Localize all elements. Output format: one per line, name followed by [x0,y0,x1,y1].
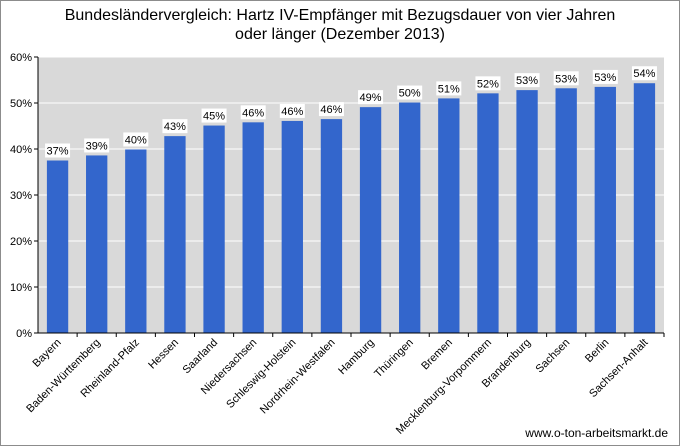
data-label-bg [436,81,462,96]
bar [203,125,225,333]
data-label: 49% [360,92,382,104]
data-label-bg [123,132,149,147]
data-label: 43% [164,121,186,133]
data-label-bg [84,138,110,153]
bar [320,119,343,333]
category-label: Bayern [31,337,64,370]
category-label: Nordrhein-Westfalen [258,337,338,417]
data-label: 37% [47,146,69,158]
data-label: 40% [125,134,147,146]
category-label: Hessen [146,337,181,372]
data-label: 46% [281,106,303,118]
data-label: 52% [477,78,499,90]
data-label-bg [45,143,71,158]
data-label-bg [358,90,384,105]
y-tick-label: 0% [16,328,32,340]
data-label-bg [397,85,423,100]
bar [242,122,264,333]
y-tick-label: 20% [10,236,32,248]
bar [46,160,69,333]
bar [359,107,382,333]
data-label-bg [162,119,188,134]
bar [164,136,186,333]
data-label-bg [201,108,227,123]
source-credit: www.o-ton-arbeitsmarkt.de [525,426,668,440]
category-label: Hamburg [336,337,376,377]
data-label: 53% [594,72,616,84]
bar [86,155,108,333]
bar [477,93,499,333]
data-label: 45% [203,111,225,123]
data-label: 39% [86,140,108,152]
chart-title-line1: Bundesländervergleich: Hartz IV-Empfänge… [64,7,616,24]
data-label: 46% [320,104,342,116]
category-label: Saarland [181,337,221,377]
data-label-bg [475,76,501,91]
chart-title: Bundesländervergleich: Hartz IV-Empfänge… [0,6,680,44]
data-label: 50% [399,88,421,100]
data-label: 54% [633,68,655,80]
category-label: Schleswig-Holstein [224,337,298,411]
category-label: Berlin [583,337,611,365]
y-tick-label: 10% [10,282,32,294]
data-label-bg [592,69,618,84]
chart-title-line2: oder länger (Dezember 2013) [235,26,445,43]
bar [516,90,538,334]
category-label: Bremen [419,337,455,373]
data-label: 51% [438,83,460,95]
category-label: Baden-Württemberg [24,337,103,416]
data-label-bg [318,102,344,117]
y-tick-label: 30% [10,190,32,202]
y-tick-label: 50% [10,98,32,110]
data-label-bg [631,66,657,81]
bar [555,88,577,333]
bar [438,98,460,334]
category-label: Sachsen [534,337,573,376]
data-label-bg [279,103,305,118]
bar [281,120,303,333]
category-label: Thüringen [372,337,416,381]
data-label-bg [514,73,540,88]
y-tick-label: 40% [10,144,32,156]
data-label: 53% [555,73,577,85]
bar [633,83,656,333]
bar [399,102,421,333]
bar [594,86,616,334]
y-tick-label: 60% [10,52,32,64]
data-label-bg [240,105,266,120]
bar [125,149,147,333]
data-label: 53% [516,75,538,87]
data-label: 46% [242,107,264,119]
data-label-bg [553,71,579,86]
